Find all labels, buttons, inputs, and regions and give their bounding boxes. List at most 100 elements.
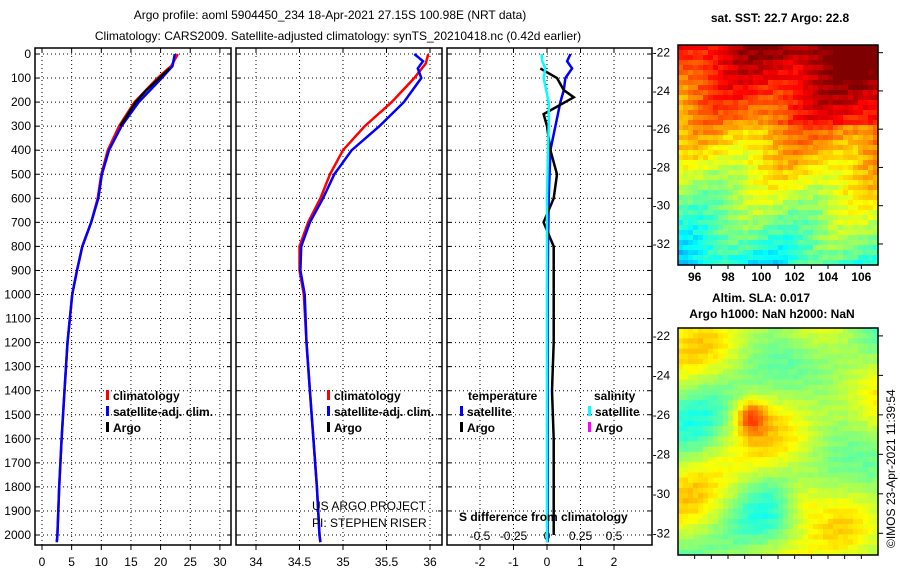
map-cell (683, 343, 689, 350)
map-cell (808, 160, 814, 166)
map-cell (808, 110, 814, 116)
map-cell (833, 165, 839, 171)
map-cell (868, 195, 874, 201)
map-cell (858, 210, 864, 216)
map-cell (848, 225, 854, 231)
map-cell (733, 200, 739, 206)
legend-swatch (460, 406, 463, 416)
map-cell (698, 180, 704, 186)
map-cell (843, 534, 849, 541)
map-cell (708, 405, 714, 412)
map-cell (773, 185, 779, 191)
map-cell (748, 225, 754, 231)
map-cell (873, 80, 879, 86)
map-cell (698, 333, 704, 339)
map-cell (853, 446, 859, 453)
map-cell (733, 338, 739, 345)
map-cell (788, 395, 794, 401)
map-cell (728, 353, 734, 360)
x-tick-label: 2 (611, 555, 618, 569)
map-cell (763, 457, 769, 463)
map-cell (688, 75, 694, 81)
map-cell (738, 195, 744, 201)
map-cell (808, 145, 814, 151)
map-cell (678, 185, 684, 191)
map-cell (783, 400, 789, 406)
map-cell (783, 260, 789, 266)
map-cell (828, 446, 834, 453)
map-cell (683, 145, 689, 151)
map-cell (843, 544, 849, 551)
map-cell (848, 185, 854, 191)
map-cell (708, 110, 714, 116)
map-cell (738, 80, 744, 86)
map-cell (718, 384, 724, 391)
map-cell (868, 529, 874, 535)
map-cell (793, 549, 799, 556)
map-cell (833, 467, 839, 474)
map-cell (758, 180, 764, 186)
map-cell (823, 513, 829, 520)
map-cell (843, 125, 849, 131)
map-cell (788, 100, 794, 106)
map-cell (738, 343, 744, 350)
map-cell (738, 70, 744, 76)
map-cell (793, 95, 799, 101)
map-cell (708, 451, 714, 458)
map-cell (773, 235, 779, 241)
map-cell (728, 467, 734, 474)
map-cell (873, 415, 879, 422)
map-cell (833, 160, 839, 166)
map-cell (708, 45, 714, 51)
map-cell (823, 348, 829, 355)
map-cell (698, 130, 704, 136)
map-cell (848, 353, 854, 360)
map-cell (843, 374, 849, 381)
map-cell (733, 260, 739, 266)
map-cell (733, 333, 739, 339)
map-cell (828, 155, 834, 161)
map-cell (758, 205, 764, 211)
map-cell (763, 215, 769, 221)
map-cell (868, 353, 874, 360)
map-cell (678, 446, 684, 453)
map-cell (743, 395, 749, 401)
map-cell (748, 45, 754, 51)
map-cell (853, 493, 859, 499)
map-cell (693, 230, 699, 236)
map-cell (688, 105, 694, 111)
map-cell (833, 235, 839, 241)
map-cell (693, 70, 699, 76)
map-cell (698, 235, 704, 241)
map-cell (688, 205, 694, 211)
map-cell (788, 374, 794, 381)
map-cell (728, 498, 734, 505)
map-cell (838, 250, 844, 256)
map-cell (713, 65, 719, 71)
map-cell (793, 245, 799, 251)
map-cell (748, 170, 754, 176)
map-cell (873, 364, 879, 370)
map-cell (713, 105, 719, 111)
map-cell (793, 379, 799, 386)
map-cell (698, 487, 704, 494)
map-cell (758, 374, 764, 381)
map-cell (678, 130, 684, 136)
map-cell (853, 160, 859, 166)
map-cell (788, 75, 794, 81)
map-cell (758, 534, 764, 541)
map-cell (723, 384, 729, 391)
map-cell (823, 384, 829, 391)
map-cell (778, 100, 784, 106)
map-cell (723, 100, 729, 106)
map-cell (848, 400, 854, 406)
map-cell (833, 462, 839, 468)
map-cell (833, 410, 839, 417)
map-cell (823, 529, 829, 535)
map-cell (773, 343, 779, 350)
map-cell (753, 150, 759, 156)
map-cell (793, 482, 799, 489)
map-cell (768, 230, 774, 236)
map-cell (748, 389, 754, 396)
map-cell (748, 343, 754, 350)
